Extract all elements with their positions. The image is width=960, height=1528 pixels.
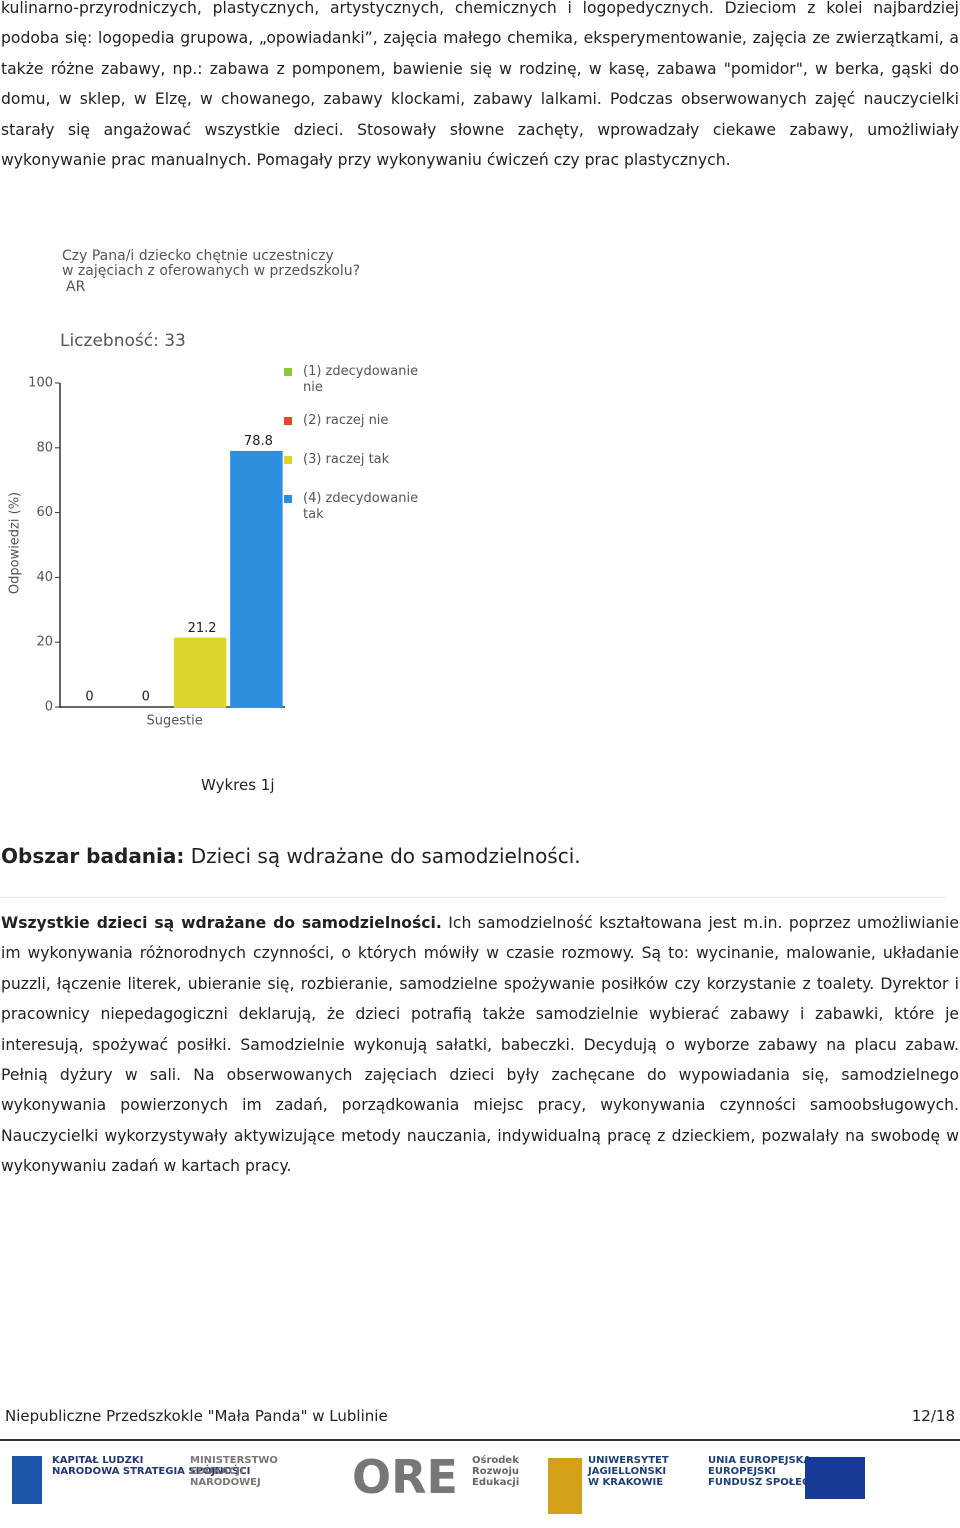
y-tick-label: 20 (36, 635, 53, 650)
legend-swatch (284, 495, 292, 503)
legend-label: (2) raczej nie (303, 413, 389, 428)
data-label: 21.2 (188, 621, 217, 636)
logo-text: NARODOWA STRATEGIA SPÓJNOŚCI (52, 1466, 251, 1477)
chart-title: w zajęciach z oferowanych w przedszkolu? (62, 263, 360, 279)
footer-right: 12/18 (911, 1407, 955, 1425)
footer-left: Niepubliczne Przedszkokle "Mała Panda" w… (5, 1407, 388, 1425)
logo: UNIWERSYTET JAGIELLOŃSKI W KRAKOWIE (588, 1455, 669, 1488)
logo: OREOśrodekRozwojuEdukacji (472, 1455, 519, 1488)
y-tick-label: 60 (36, 505, 53, 520)
logo-text: KAPITAŁ LUDZKI (52, 1455, 144, 1466)
legend-swatch (284, 417, 292, 425)
legend-swatch (284, 368, 292, 376)
logo: UNIA EUROPEJSKA EUROPEJSKI FUNDUSZ SPOŁECZ… (708, 1455, 832, 1488)
data-label: 0 (142, 690, 150, 705)
data-label: 0 (85, 690, 93, 705)
legend-swatch (284, 456, 292, 464)
heading: Obszar badania: Dzieci są wdrażane do sa… (1, 844, 581, 868)
heading-label: Obszar badania: (1, 844, 185, 868)
logo-text: Rozwoju (472, 1466, 520, 1477)
logo-emblem (548, 1458, 582, 1514)
bar (230, 450, 283, 708)
y-tick-label: 40 (36, 570, 53, 585)
logo-text: W KRAKOWIE (588, 1477, 664, 1488)
lead: Wszystkie dzieci są wdrażane do samodzie… (1, 914, 442, 932)
legend-label: (4) zdecydowanie tak (303, 491, 419, 522)
legend-label: (1) zdecydowanie nie (303, 364, 419, 395)
chart-subtitle: AR (66, 279, 86, 295)
heading-text: Dzieci są wdrażane do samodzielności. (190, 844, 581, 868)
logo-emblem (12, 1456, 42, 1504)
y-tick-label: 100 (28, 376, 53, 391)
chart-title: Czy Pana/i dziecko chętnie uczestniczy (62, 248, 334, 264)
logo: MINISTERSTWO EDUKACJI NARODOWEJ (190, 1455, 278, 1488)
x-tick-label: Sugestie (146, 714, 202, 729)
logo-text: EUROPEJSKI (708, 1466, 776, 1477)
footer-line (0, 1439, 960, 1441)
y-tick-label: 0 (45, 700, 53, 715)
logo-ore: ORE (352, 1450, 458, 1504)
chart-annotation: Liczebność: 33 (60, 331, 186, 351)
logo-text: JAGIELLOŃSKI (588, 1466, 667, 1477)
y-tick-label: 80 (36, 440, 53, 455)
logo-text: Edukacji (472, 1477, 520, 1488)
legend-label: (3) raczej tak (303, 452, 390, 467)
bar (173, 637, 227, 708)
logo-text: UNIWERSYTET (588, 1455, 669, 1466)
paragraph: Wszystkie dzieci są wdrażane do samodzie… (1, 908, 959, 1182)
logo-text: EDUKACJI (190, 1466, 244, 1477)
text: Ich samodzielność kształtowana jest m.in… (1, 914, 959, 1176)
divider (0, 897, 945, 898)
logo-text: MINISTERSTWO (190, 1455, 278, 1466)
logo-text: FUNDUSZ SPOŁECZNY (708, 1477, 833, 1488)
y-axis-label: Odpowiedzi (%) (8, 492, 23, 594)
logo-emblem (805, 1457, 865, 1499)
data-label: 78.8 (244, 434, 273, 449)
logo-text: UNIA EUROPEJSKA (708, 1455, 812, 1466)
caption: Wykres 1j (201, 776, 275, 794)
chart: Czy Pana/i dziecko chętnie uczestniczy w… (8, 248, 361, 729)
logo: KAPITAŁ LUDZKI NARODOWA STRATEGIA SPÓJNOŚ… (52, 1455, 250, 1477)
logo-text: Ośrodek (472, 1455, 519, 1466)
logo-text: NARODOWEJ (190, 1477, 261, 1488)
paragraph: kulinarno-przyrodniczych, plastycznych, … (1, 0, 959, 170)
